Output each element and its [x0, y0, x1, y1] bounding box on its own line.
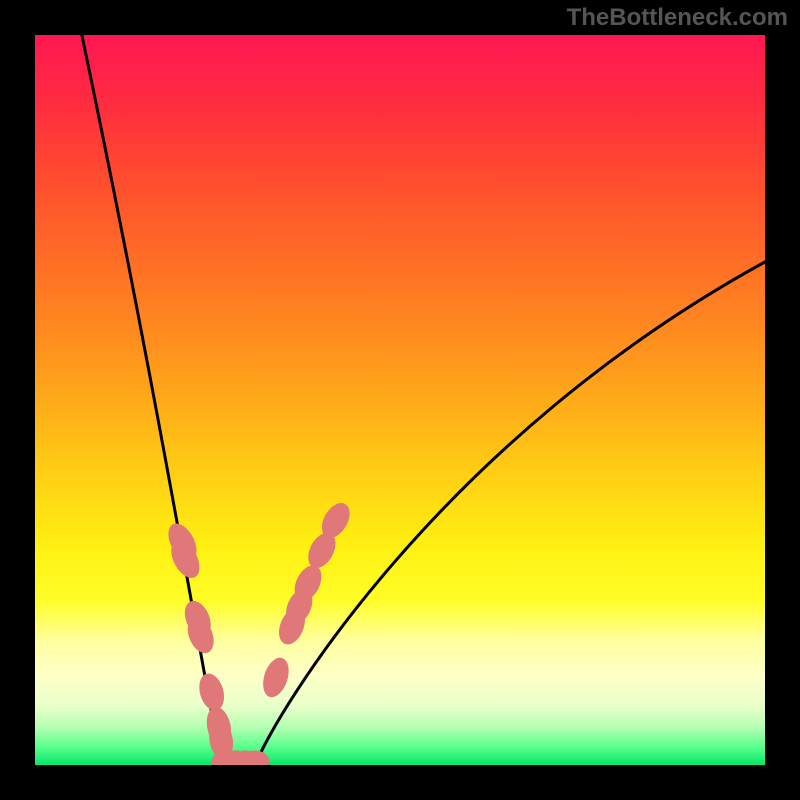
bottleneck-chart — [0, 0, 800, 800]
bead — [240, 750, 269, 772]
watermark-text: TheBottleneck.com — [567, 4, 788, 32]
chart-container: TheBottleneck.com — [0, 0, 800, 800]
plot-background — [35, 35, 765, 765]
